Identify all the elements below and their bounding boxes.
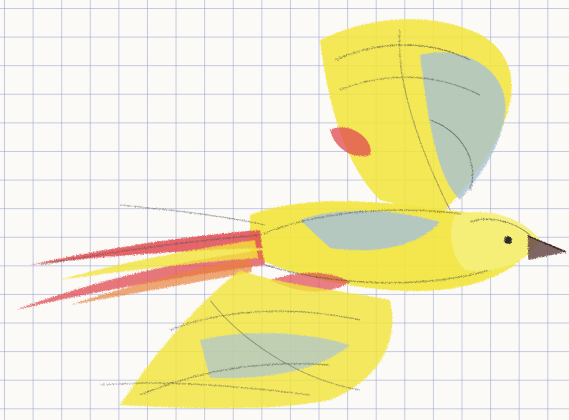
lower-wing	[99, 270, 393, 409]
bird-beak	[527, 235, 567, 260]
eye-icon	[504, 236, 512, 244]
tail-feathers	[15, 204, 266, 310]
upper-wing	[320, 19, 512, 216]
bird-head	[451, 211, 540, 271]
